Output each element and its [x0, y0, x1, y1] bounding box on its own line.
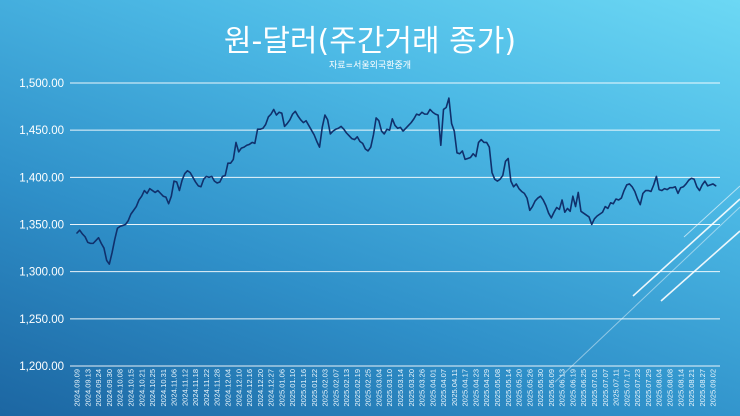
x-tick-label: 2025.01.22 [310, 369, 319, 407]
x-tick-label: 2025.04.01 [428, 369, 437, 407]
x-tick-label: 2025.03.20 [407, 369, 416, 407]
x-tick-label: 2024.12.16 [245, 369, 254, 407]
decorative-line [554, 206, 740, 383]
x-tick-label: 2025.05.30 [536, 369, 545, 407]
decorative-line [632, 198, 740, 297]
y-tick-label: 1,450.00 [19, 125, 64, 137]
x-tick-label: 2025.02.03 [321, 369, 330, 407]
x-tick-label: 2025.03.26 [418, 369, 427, 407]
x-tick-label: 2025.08.04 [655, 369, 664, 407]
decorative-lines [554, 185, 740, 383]
x-tick-label: 2024.09.24 [94, 369, 103, 407]
y-axis-labels: 1,500.00 1,450.00 1,400.00 1,350.00 1,300.00… [19, 78, 64, 373]
x-tick-label: 2024.09.30 [105, 369, 114, 407]
x-tick-label: 2025.06.25 [579, 369, 588, 407]
x-tick-label: 2025.05.26 [525, 369, 534, 407]
series-line [76, 97, 717, 265]
x-tick-label: 2025.03.10 [385, 369, 394, 407]
x-tick-label: 2024.10.21 [137, 369, 146, 407]
decorative-line [683, 185, 740, 238]
x-tick-label: 2025.02.25 [364, 369, 373, 407]
chart-subtitle: 자료=서울외국환중개 [329, 59, 411, 71]
x-tick-label: 2025.07.17 [622, 369, 631, 407]
x-tick-label: 2025.07.07 [601, 369, 610, 407]
x-tick-label: 2025.08.08 [665, 369, 674, 407]
x-tick-label: 2024.09.09 [73, 369, 82, 407]
x-tick-label: 2025.06.09 [547, 369, 556, 407]
x-tick-label: 2024.12.04 [224, 369, 233, 407]
y-tick-label: 1,350.00 [19, 220, 64, 232]
x-tick-label: 2025.07.29 [644, 369, 653, 407]
y-tick-label: 1,250.00 [19, 314, 64, 326]
x-tick-label: 2025.05.14 [504, 369, 513, 407]
x-tick-label: 2024.09.13 [83, 369, 92, 407]
x-tick-label: 2025.05.08 [493, 369, 502, 407]
x-tick-label: 2025.09.02 [709, 369, 718, 407]
x-tick-label: 2025.07.23 [633, 369, 642, 407]
x-tick-label: 2024.11.18 [191, 369, 200, 406]
x-tick-label: 2025.08.27 [698, 369, 707, 407]
y-tick-label: 1,500.00 [19, 78, 64, 90]
x-tick-label: 2024.11.28 [213, 369, 222, 406]
x-tick-label: 2025.04.29 [482, 369, 491, 407]
x-tick-label: 2024.10.25 [148, 369, 157, 407]
y-tick-label: 1,200.00 [19, 361, 64, 373]
x-tick-label: 2025.01.06 [277, 369, 286, 407]
x-tick-label: 2025.08.21 [687, 369, 696, 407]
gridlines [70, 82, 720, 367]
x-tick-label: 2024.10.08 [116, 369, 125, 407]
x-tick-label: 2024.12.20 [256, 369, 265, 407]
x-tick-label: 2024.11.12 [180, 369, 189, 406]
x-tick-label: 2025.02.19 [353, 369, 362, 407]
x-tick-label: 2024.11.22 [202, 369, 211, 406]
x-tick-label: 2025.01.16 [299, 369, 308, 407]
x-tick-label: 2025.02.13 [342, 369, 351, 407]
x-tick-label: 2025.04.07 [439, 369, 448, 407]
x-tick-label: 2025.04.11 [450, 369, 459, 406]
x-tick-label: 2025.03.14 [396, 369, 405, 407]
x-tick-label: 2025.04.17 [461, 369, 470, 407]
x-tick-label: 2024.12.27 [267, 369, 276, 407]
x-tick-label: 2024.10.15 [127, 369, 136, 407]
x-tick-label: 2025.07.11 [612, 369, 621, 406]
y-tick-label: 1,400.00 [19, 172, 64, 184]
x-axis-labels: 2024.09.09 2024.09.13 2024.09.24 2024.09.30… [73, 369, 718, 407]
x-tick-label: 2025.05.20 [515, 369, 524, 407]
decorative-line [660, 230, 740, 302]
x-tick-label: 2024.10.31 [159, 369, 168, 407]
x-tick-label: 2025.06.19 [568, 369, 577, 407]
y-tick-label: 1,300.00 [19, 267, 64, 279]
x-tick-label: 2024.11.06 [170, 369, 179, 406]
x-tick-label: 2025.04.23 [471, 369, 480, 407]
x-tick-label: 2025.08.14 [676, 369, 685, 407]
x-tick-label: 2025.03.04 [374, 369, 383, 407]
x-tick-label: 2025.01.10 [288, 369, 297, 407]
x-tick-label: 2025.02.07 [331, 369, 340, 407]
x-tick-label: 2024.12.10 [234, 369, 243, 407]
chart-title: 원-달러(주간거래 종가) [224, 24, 516, 59]
x-tick-label: 2025.06.13 [558, 369, 567, 407]
x-tick-label: 2025.07.01 [590, 369, 599, 407]
